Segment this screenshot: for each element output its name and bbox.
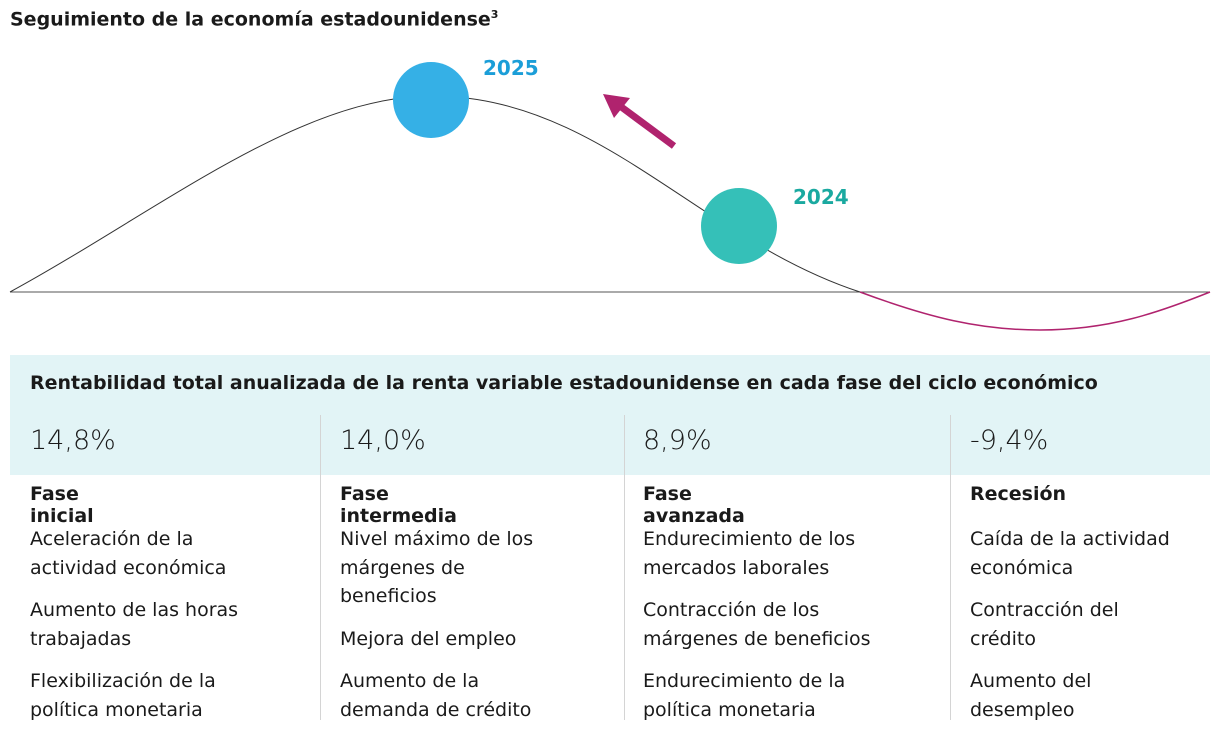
footnote: 3 [490, 8, 499, 21]
item-line: demanda de crédito [340, 698, 532, 721]
item-line: política monetaria [643, 698, 816, 721]
item-line: Endurecimiento de la [643, 670, 846, 692]
item-line: Contracción del [970, 599, 1119, 621]
column-divider [950, 415, 951, 720]
item-line: márgenes de [340, 556, 465, 579]
phase-name: Fase intermedia [340, 483, 457, 527]
item: Aceleración de la actividad económica [30, 525, 238, 582]
item-list: Nivel máximo de los márgenes de beneficios… [340, 525, 533, 738]
table-title: Rentabilidad total anualizada de la rent… [30, 372, 1098, 394]
column-divider [320, 415, 321, 720]
item: Aumento de las horas trabajadas [30, 596, 238, 653]
item-line: Aumento del [970, 670, 1092, 692]
header-band [10, 355, 1210, 475]
item-list: Endurecimiento de los mercados laborales C… [643, 525, 871, 738]
item-line: Nivel máximo de los [340, 528, 534, 550]
item-line: económica [970, 556, 1074, 579]
item-line: Flexibilización de la [30, 670, 216, 692]
item: Aumento del desempleo [970, 667, 1170, 724]
column-divider [624, 415, 625, 720]
item-line: crédito [970, 627, 1036, 650]
item-line: mercados laborales [643, 556, 830, 579]
item-line: Mejora del empleo [340, 627, 517, 650]
marker-2025 [393, 62, 469, 138]
item: Mejora del empleo [340, 625, 533, 654]
title-text: Seguimiento de la economía estadounidens… [10, 8, 491, 31]
item-line: desempleo [970, 698, 1075, 721]
item-line: Aceleración de la [30, 528, 194, 550]
item-line: Contracción de los [643, 599, 820, 621]
arrow-head [603, 94, 630, 118]
item-list: Caída de la actividad económica Contracció… [970, 525, 1170, 738]
title: Seguimiento de la economía estadounidens… [10, 8, 498, 30]
item: Endurecimiento de la política monetaria [643, 667, 871, 724]
item-line: beneficios [340, 585, 437, 607]
phase-name: Fase avanzada [643, 483, 745, 527]
item: Contracción del crédito [970, 596, 1170, 653]
return-value: 14,8% [30, 425, 116, 456]
item: Nivel máximo de los márgenes de beneficios [340, 525, 533, 611]
item: Flexibilización de la política monetaria [30, 667, 238, 724]
item-line: Endurecimiento de los [643, 528, 856, 550]
item-list: Aceleración de la actividad económica Aume… [30, 525, 238, 738]
marker-label: 2024 [793, 185, 849, 209]
marker-2024 [701, 188, 777, 264]
item-line: Aumento de las horas [30, 599, 239, 621]
phase-name: Recesión [970, 483, 1067, 505]
return-value: 14,0% [340, 425, 426, 456]
item: Aumento de la demanda de crédito [340, 667, 533, 724]
item-line: márgenes de beneficios [643, 627, 871, 650]
item: Caída de la actividad económica [970, 525, 1170, 582]
return-value: -9,4% [970, 425, 1049, 456]
item: Endurecimiento de los mercados laborales [643, 525, 871, 582]
item-line: Caída de la actividad [970, 528, 1170, 550]
arrow-shaft [617, 103, 677, 149]
recession-curve [859, 291, 1211, 331]
item-line: Aumento de la [340, 670, 480, 692]
item-line: política monetaria [30, 698, 203, 721]
item-line: trabajadas [30, 627, 132, 650]
item: Contracción de los márgenes de beneficios [643, 596, 871, 653]
cycle-diagram: 2025 2024 [9, 56, 1211, 331]
item-line: actividad económica [30, 556, 227, 579]
phase-name: Fase inicial [30, 483, 94, 527]
return-value: 8,9% [643, 425, 712, 456]
marker-label: 2025 [483, 56, 539, 80]
